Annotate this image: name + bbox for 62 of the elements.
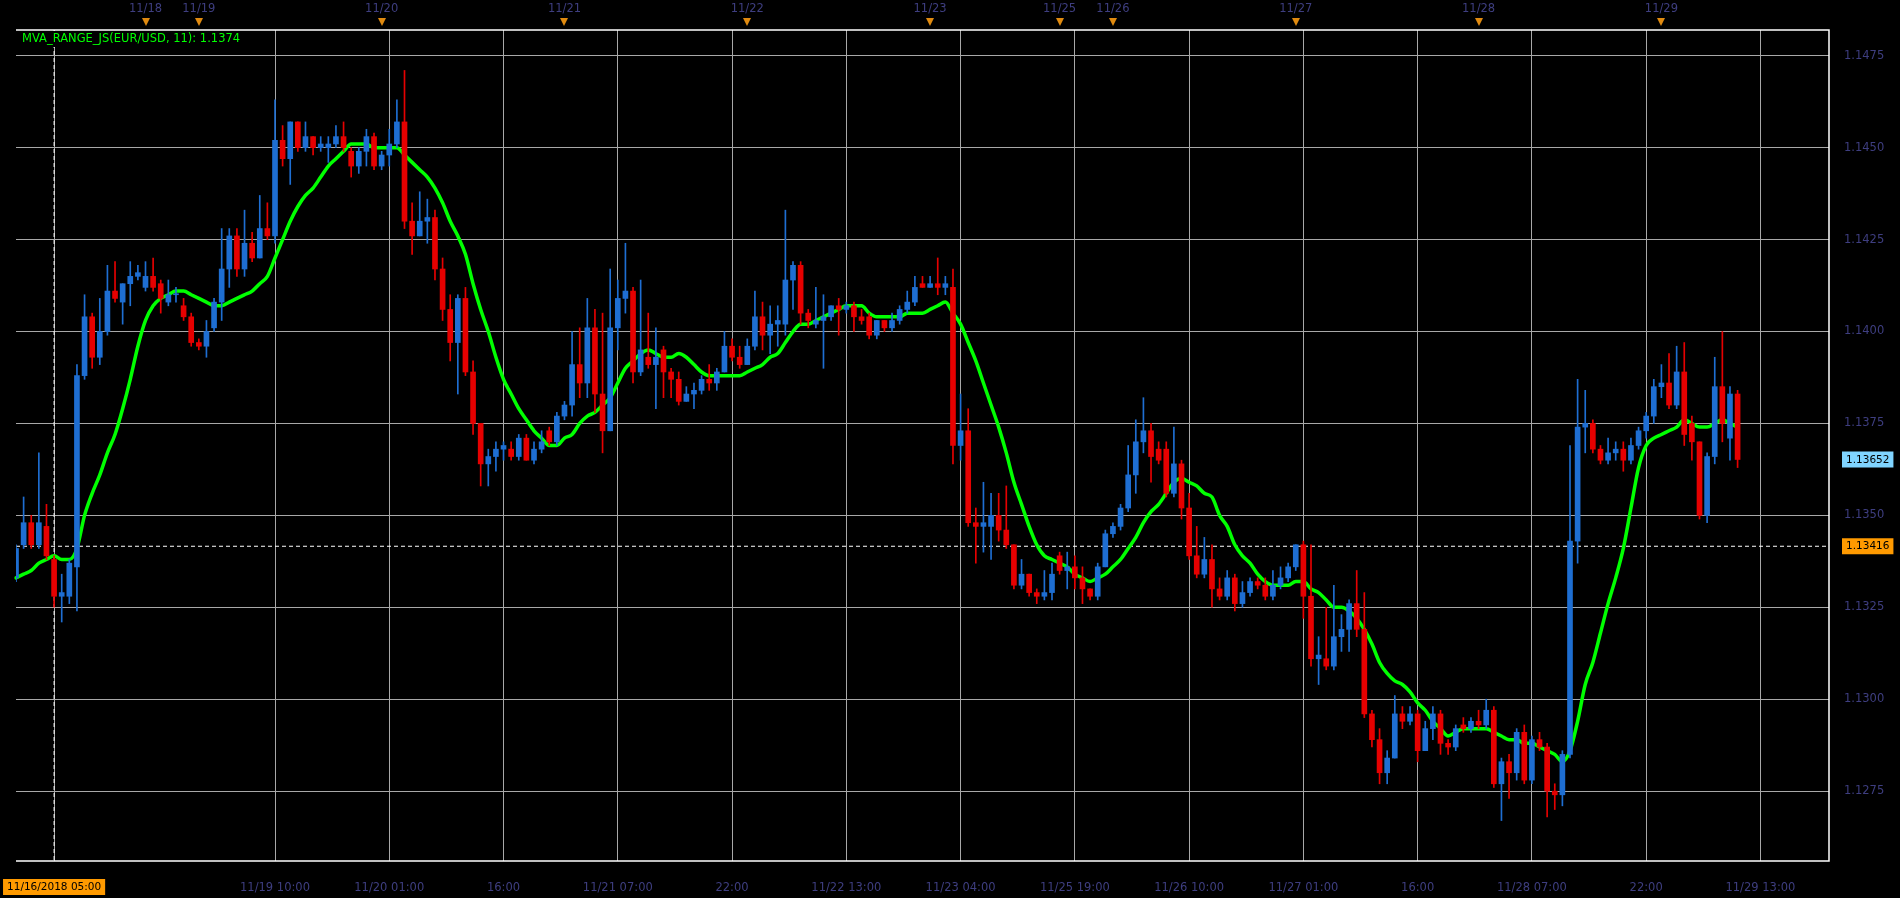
x-tick-label: 16:00: [486, 879, 521, 894]
candlestick: [706, 364, 713, 391]
candlestick: [493, 441, 499, 472]
candlestick: [1323, 606, 1330, 671]
y-tick-label: 1.1400: [1844, 323, 1885, 338]
x-tick-label: 11/29 13:00: [1725, 879, 1796, 894]
y-tick-label: 1.1300: [1844, 691, 1885, 706]
x-tick-label: 11/21 07:00: [582, 879, 653, 894]
ref-line-label: 1.13416: [1846, 539, 1890, 552]
x-tick-label: 11/26: [1096, 1, 1130, 16]
candlestick: [774, 305, 781, 347]
candlestick: [127, 261, 134, 307]
x-tick-label: 11/19: [182, 1, 216, 16]
x-tick-label: 11/18: [128, 1, 163, 16]
candlestick: [691, 382, 697, 410]
text: 1.13652: [1846, 452, 1890, 465]
x-tick-label: 11/26 10:00: [1154, 879, 1225, 894]
x-tick-label: 22:00: [715, 879, 749, 894]
y-tick-label: 1.1475: [1844, 47, 1885, 62]
x-tick-label: 11/25: [1043, 1, 1077, 16]
candlestick: [1551, 783, 1558, 810]
x-tick-label: 11/21: [547, 1, 582, 16]
x-tick-label: 11/27 01:00: [1268, 879, 1339, 894]
candlestick: [112, 261, 118, 303]
x-tick-label: 11/25 19:00: [1039, 879, 1110, 894]
y-tick-label: 1.1375: [1844, 415, 1885, 430]
x-tick-label: 11/22: [730, 1, 764, 16]
x-tick-label: 11/29: [1644, 1, 1678, 16]
candlestick: [813, 287, 819, 329]
candlestick: [653, 327, 659, 410]
candlestick: [835, 298, 842, 336]
y-tick-label: 1.1450: [1844, 139, 1885, 154]
text: MVA_RANGE_JS(EUR/USD, 11): 1.1374: [22, 30, 241, 45]
candlestick: [934, 257, 941, 296]
candlestick: [988, 492, 994, 560]
y-tick-label: 1.1325: [1844, 599, 1885, 614]
x-tick-label: 22:00: [1629, 879, 1663, 894]
candlestick: [485, 448, 492, 487]
candlestick: [36, 452, 42, 549]
candlestick: [1582, 390, 1589, 454]
x-tick-label: 11/27: [1279, 1, 1313, 16]
x-tick-label: 11/23: [913, 1, 947, 16]
x-tick-label: 16:00: [1401, 879, 1435, 894]
x-tick-label: 11/20 01:00: [354, 879, 425, 894]
candlestick: [1612, 441, 1619, 461]
y-tick-label: 1.1425: [1844, 231, 1885, 246]
x-tick-label: 11/19 10:00: [240, 879, 310, 894]
x-tick-label: 11/28 07:00: [1496, 879, 1567, 894]
candlestick: [1003, 485, 1010, 549]
x-tick-label: 11/16/2018 05:00: [7, 880, 102, 893]
x-tick-label: 11/28: [1462, 1, 1496, 16]
candlestick: [1445, 739, 1451, 755]
candlestick: [1064, 551, 1071, 590]
y-tick-label: 1.1350: [1844, 507, 1885, 522]
candlestick: [972, 507, 979, 564]
y-tick-label: 1.1275: [1844, 783, 1885, 798]
x-tick-label: 11/23 04:00: [925, 879, 996, 894]
candlestick: [767, 305, 773, 354]
x-tick-label: 11/20: [365, 1, 399, 16]
candlestick: [645, 312, 652, 369]
x-tick-label: 11/22 13:00: [811, 879, 882, 894]
candlestick: [173, 287, 179, 303]
